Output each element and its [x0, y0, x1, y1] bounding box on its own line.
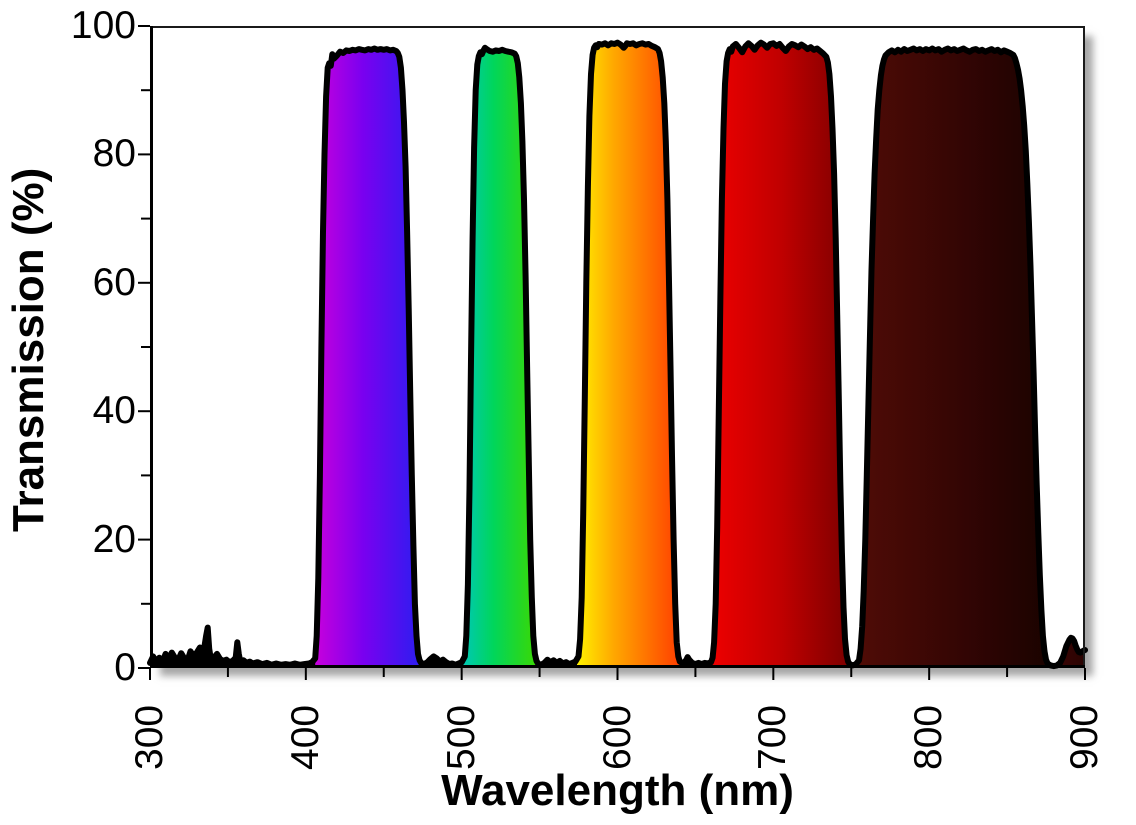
y-tick-label: 80 [92, 132, 136, 176]
y-tick-label: 0 [114, 646, 136, 689]
y-tick-label: 100 [70, 4, 136, 47]
y-tick-label: 20 [92, 517, 136, 561]
x-tick-label: 400 [283, 704, 327, 770]
x-tick-label: 800 [907, 704, 951, 770]
y-tick-label: 60 [92, 260, 136, 304]
x-tick-label: 700 [751, 704, 795, 770]
x-tick-label: 600 [595, 704, 639, 770]
x-tick-label: 500 [439, 704, 483, 770]
band-area [463, 47, 539, 668]
chart-canvas [138, 25, 1088, 680]
plot-area [138, 25, 1088, 680]
x-tick-label: 300 [128, 704, 171, 770]
band-area [315, 48, 422, 668]
band-area [576, 42, 682, 668]
band-area [855, 48, 1051, 668]
x-tick-label: 900 [1063, 704, 1106, 770]
band-area [711, 42, 852, 668]
y-axis-title: Transmission (%) [4, 167, 53, 533]
y-tick-label: 40 [92, 389, 136, 433]
x-axis-title: Wavelength (nm) [441, 766, 794, 815]
transmission-curve [147, 39, 1088, 670]
